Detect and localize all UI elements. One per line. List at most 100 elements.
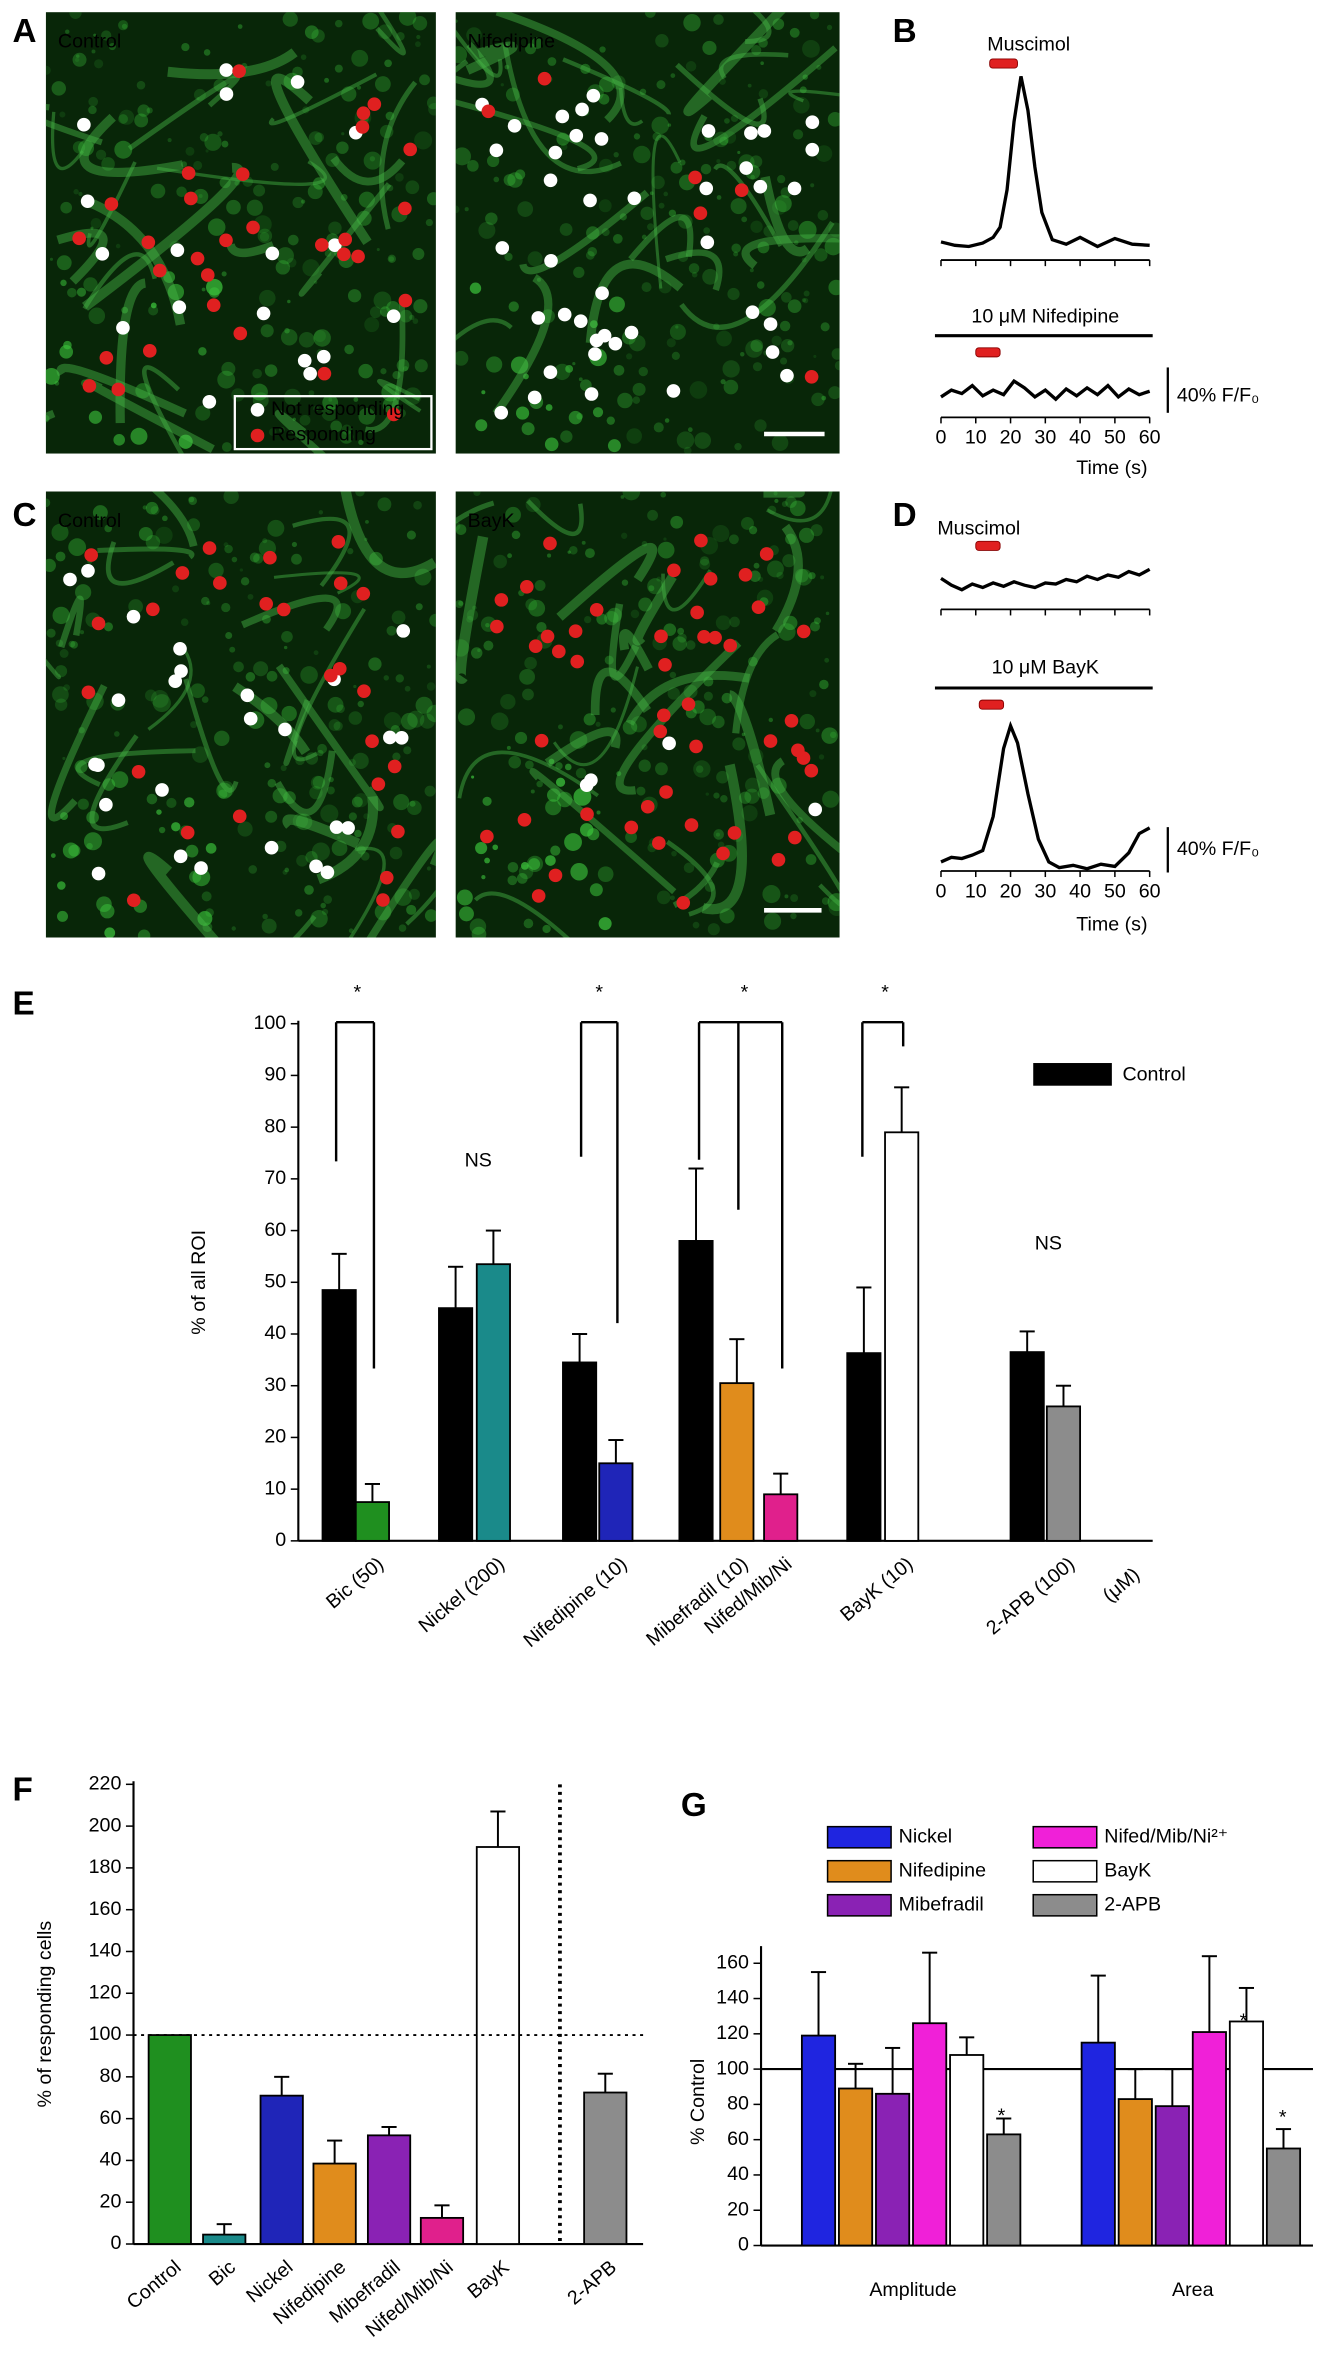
cell-not-responding [309, 859, 323, 874]
tissue-speck [326, 786, 335, 795]
tissue-speck [560, 430, 573, 443]
tissue-speck [757, 241, 770, 254]
stimulus-bar [975, 540, 1001, 551]
tissue-speck [545, 855, 556, 866]
cell-not-responding [666, 384, 681, 398]
y-tick-label: 80 [727, 2093, 749, 2115]
tissue-speck [664, 418, 670, 423]
error-bar [572, 1333, 588, 1363]
tissue-speck [471, 775, 475, 779]
tissue-speck [763, 225, 775, 238]
error-bar [773, 1472, 789, 1495]
cell-not-responding [624, 325, 639, 340]
tissue-speck [60, 812, 68, 821]
tissue-speck [95, 149, 107, 160]
tissue-speck [337, 835, 341, 840]
tissue-speck [777, 175, 786, 184]
x-tick-label: 0 [936, 427, 947, 449]
tissue-speck [604, 610, 619, 626]
tissue-fiber [741, 234, 840, 270]
cell-not-responding [320, 865, 335, 880]
tissue-speck [565, 364, 574, 373]
cell-not-responding [753, 179, 768, 194]
tissue-speck [265, 810, 278, 823]
bar [846, 1352, 882, 1542]
tissue-speck [409, 800, 416, 807]
cell-not-responding [557, 307, 572, 322]
tissue-speck [713, 131, 729, 148]
tissue-speck [685, 61, 697, 72]
x-tick-label: 30 [1034, 427, 1056, 449]
tissue-fiber [556, 542, 658, 621]
tissue-fiber [283, 699, 311, 766]
x-tick-label: Bic (50) [322, 1553, 388, 1613]
tissue-speck [171, 822, 181, 832]
tissue-speck [473, 491, 481, 497]
tissue-speck [198, 347, 207, 356]
tissue-speck [387, 254, 397, 263]
tissue-speck [688, 263, 700, 274]
tissue-speck [516, 873, 528, 884]
tissue-speck [575, 767, 587, 779]
cell-responding [531, 889, 546, 903]
tissue-speck [150, 183, 166, 199]
tissue-speck [677, 633, 687, 643]
tissue-fiber [772, 523, 803, 634]
tissue-speck [606, 416, 615, 425]
tissue-speck [197, 911, 213, 926]
tissue-speck [671, 351, 680, 360]
tissue-speck [145, 534, 161, 550]
cell-not-responding [383, 730, 397, 745]
tissue-speck [699, 708, 717, 726]
error-bar [608, 1439, 624, 1464]
x-tick-label: BayK [463, 2256, 513, 2303]
tissue-speck [569, 731, 588, 749]
tissue-speck [374, 903, 392, 921]
cell-not-responding [81, 563, 95, 578]
tissue-speck [348, 812, 357, 821]
tissue-speck [301, 199, 306, 204]
legend-label: BayK [1104, 1859, 1151, 1881]
tissue-speck [150, 505, 160, 515]
tissue-speck [768, 717, 774, 723]
tissue-speck [570, 863, 588, 881]
tissue-speck [455, 46, 468, 64]
tissue-speck [259, 289, 276, 307]
legend-label: Control [1122, 1063, 1185, 1085]
tissue-speck [641, 540, 648, 547]
tissue-speck [217, 131, 223, 137]
tissue-speck [121, 306, 129, 314]
cell-not-responding [588, 347, 602, 361]
tissue-speck [638, 366, 648, 377]
cell-not-responding [386, 309, 401, 323]
tissue-speck [77, 798, 89, 810]
bar [202, 2233, 247, 2245]
tissue-speck [221, 442, 232, 452]
tissue-speck [810, 524, 823, 537]
cell-responding [213, 576, 227, 590]
tissue-fiber [683, 12, 786, 117]
y-tick-label: 100 [89, 2023, 122, 2045]
cell-responding [788, 830, 802, 845]
tissue-speck [118, 114, 128, 124]
tissue-speck [630, 716, 647, 733]
tissue-speck [712, 715, 725, 729]
tissue-fiber [690, 45, 838, 152]
tissue-speck [720, 379, 726, 385]
tissue-fiber [455, 500, 495, 525]
tissue-speck [809, 690, 817, 698]
tissue-speck [621, 579, 629, 586]
tissue-speck [749, 268, 754, 273]
error-bar [327, 2139, 343, 2164]
cell-not-responding [583, 193, 597, 208]
tissue-speck [292, 196, 304, 209]
tissue-speck [283, 645, 288, 650]
tissue-speck [781, 500, 788, 508]
tissue-fiber [151, 491, 198, 548]
tissue-speck [78, 139, 95, 156]
tissue-speck [585, 250, 595, 260]
tissue-speck [493, 554, 507, 569]
tissue-speck [291, 541, 298, 548]
tissue-speck [356, 210, 372, 226]
